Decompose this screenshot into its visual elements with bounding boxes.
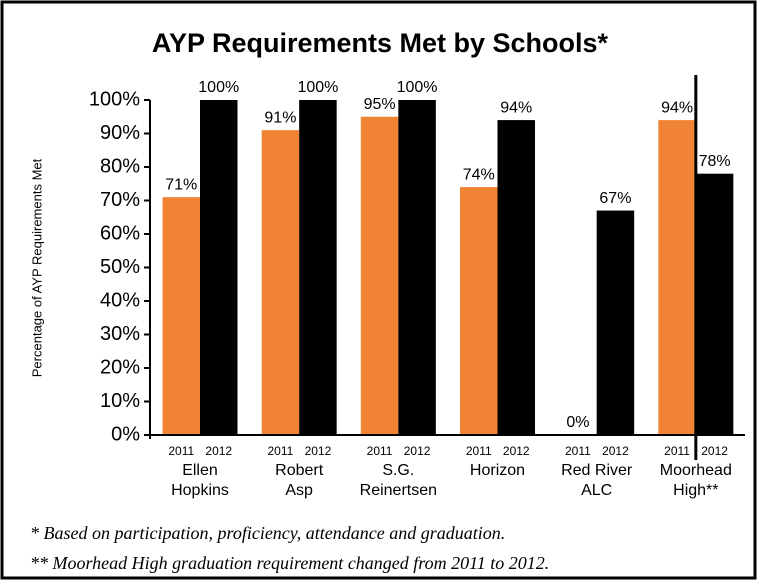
x-tick-label: S.G. <box>382 462 414 479</box>
bar <box>460 187 498 435</box>
series-label: 2012 <box>205 444 232 458</box>
y-tick-label: 100% <box>89 88 140 110</box>
series-label: 2011 <box>664 444 690 458</box>
y-tick-label: 80% <box>100 155 140 177</box>
series-label: 2012 <box>404 444 431 458</box>
x-tick-label: ALC <box>581 482 612 499</box>
x-tick-label: High** <box>673 482 718 499</box>
value-label: 94% <box>500 99 532 116</box>
value-label: 91% <box>264 109 296 126</box>
y-tick-label: 30% <box>100 323 140 345</box>
series-label: 2012 <box>602 444 629 458</box>
x-tick-label: Red River <box>561 462 633 479</box>
bar <box>695 173 734 435</box>
value-label: 71% <box>165 176 197 193</box>
value-label: 100% <box>397 79 438 96</box>
value-label: 95% <box>364 96 396 113</box>
bar <box>596 210 635 435</box>
chart-title: AYP Requirements Met by Schools* <box>152 28 609 58</box>
series-label: 2011 <box>466 444 492 458</box>
bar <box>200 100 238 435</box>
x-tick-label: Hopkins <box>171 482 229 499</box>
y-axis-label: Percentage of AYP Requirements Met <box>29 158 44 377</box>
value-label: 100% <box>198 79 239 96</box>
y-tick-label: 0% <box>111 423 140 445</box>
value-label: 67% <box>599 190 631 207</box>
bar <box>658 120 696 435</box>
series-label: 2011 <box>565 444 591 458</box>
x-tick-label: Moorhead <box>660 462 732 479</box>
series-label: 2012 <box>701 444 728 458</box>
series-label: 2012 <box>503 444 530 458</box>
x-tick-label: Horizon <box>470 462 525 479</box>
x-tick-label: Reinertsen <box>360 482 437 499</box>
bar <box>497 120 535 435</box>
value-label: 94% <box>661 99 693 116</box>
y-tick-label: 10% <box>100 390 140 412</box>
y-tick-label: 50% <box>100 256 140 278</box>
value-label: 0% <box>566 414 589 431</box>
bar <box>398 100 436 435</box>
series-label: 2012 <box>305 444 332 458</box>
y-tick-label: 40% <box>100 289 140 311</box>
x-tick-label: Asp <box>285 482 313 499</box>
series-label: 2011 <box>168 444 194 458</box>
value-label: 100% <box>297 79 338 96</box>
footnote: ** Moorhead High graduation requirement … <box>30 553 549 573</box>
bar <box>360 116 399 435</box>
series-label: 2011 <box>268 444 294 458</box>
y-tick-label: 90% <box>100 122 140 144</box>
x-tick-label: Robert <box>275 462 324 479</box>
value-label: 74% <box>463 166 495 183</box>
y-tick-label: 20% <box>100 356 140 378</box>
bar <box>299 100 337 435</box>
y-tick-label: 70% <box>100 189 140 211</box>
y-tick-label: 60% <box>100 222 140 244</box>
series-label: 2011 <box>367 444 393 458</box>
bar <box>261 130 300 435</box>
bar <box>162 197 200 435</box>
x-tick-label: Ellen <box>182 462 218 479</box>
value-label: 78% <box>699 153 731 170</box>
footnote: * Based on participation, proficiency, a… <box>30 523 505 543</box>
